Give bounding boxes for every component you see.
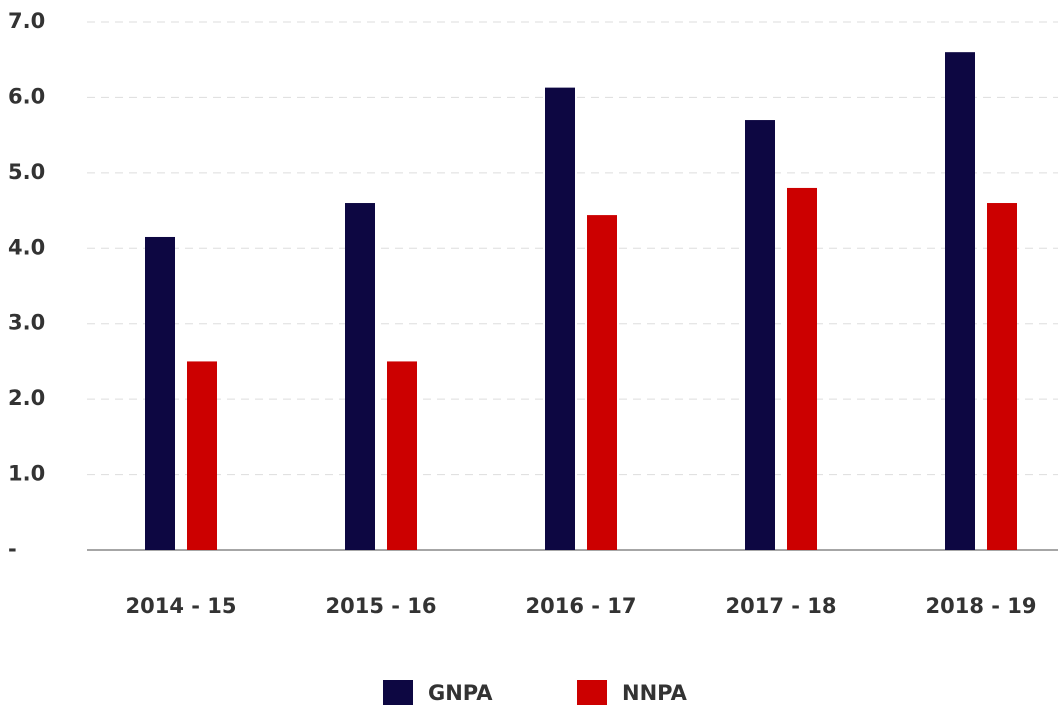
legend-label: GNPA [428,681,493,705]
y-tick-label: 2.0 [8,386,45,410]
y-tick-label: 3.0 [8,311,45,335]
x-tick-label: 2016 - 17 [525,594,636,618]
y-tick-label: - [8,537,17,561]
x-tick-label: 2014 - 15 [125,594,236,618]
legend-swatch [577,680,607,705]
legend-label: NNPA [622,681,688,705]
legend-swatch [383,680,413,705]
y-tick-label: 1.0 [8,462,45,486]
bar [345,203,375,550]
y-tick-label: 6.0 [8,84,45,108]
y-tick-label: 4.0 [8,235,45,259]
y-tick-label: 7.0 [8,9,45,33]
bar [945,52,975,551]
bar [787,187,817,550]
bar [145,236,175,550]
bar [187,361,217,550]
bar [587,215,617,550]
x-tick-label: 2018 - 19 [925,594,1036,618]
x-tick-label: 2017 - 18 [725,594,836,618]
bar [745,120,775,551]
bar [387,361,417,550]
bar [545,87,575,550]
y-tick-label: 5.0 [8,160,45,184]
x-tick-label: 2015 - 16 [325,594,436,618]
bar [987,203,1017,550]
